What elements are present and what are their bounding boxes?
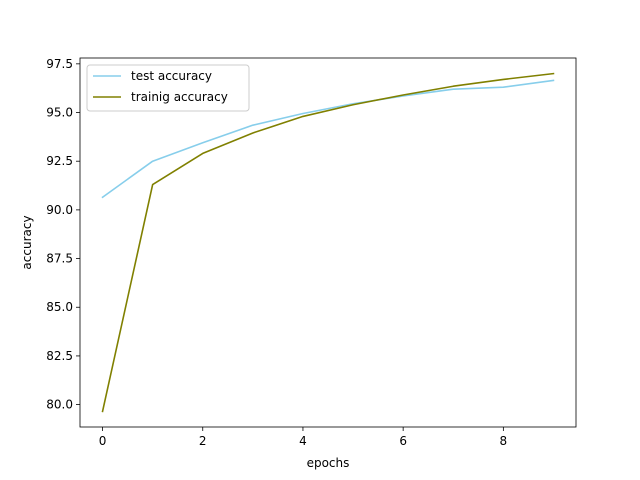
y-tick-label: 97.5 xyxy=(46,57,73,71)
plot-frame xyxy=(79,57,577,428)
legend-label: trainig accuracy xyxy=(131,90,228,104)
legend: test accuracy trainig accuracy xyxy=(86,64,250,112)
y-tick-label: 82.5 xyxy=(46,349,73,363)
y-axis-title: accuracy xyxy=(20,215,34,269)
series-line-test-accuracy xyxy=(101,79,555,199)
y-tick-label: 95.0 xyxy=(46,106,73,120)
legend-box xyxy=(86,64,250,112)
x-tick-label: 2 xyxy=(199,434,207,448)
x-tick-label: 6 xyxy=(399,434,407,448)
x-tick-label: 8 xyxy=(500,434,508,448)
series-lines xyxy=(101,72,555,413)
y-tick-label: 92.5 xyxy=(46,154,73,168)
y-tick-label: 90.0 xyxy=(46,203,73,217)
y-tick-label: 85.0 xyxy=(46,300,73,314)
x-axis-title: epochs xyxy=(307,456,350,470)
y-tick-label: 80.0 xyxy=(46,398,73,412)
x-tick-label: 4 xyxy=(299,434,307,448)
series-line-training-accuracy xyxy=(101,72,555,413)
y-tick-label: 87.5 xyxy=(46,252,73,266)
axis-ticks: 0 2 4 6 8 80.0 82.5 85.0 87.5 90.0 92.5 95.0 97.5 xyxy=(46,57,507,448)
x-tick-label: 0 xyxy=(99,434,107,448)
legend-label: test accuracy xyxy=(131,69,212,83)
